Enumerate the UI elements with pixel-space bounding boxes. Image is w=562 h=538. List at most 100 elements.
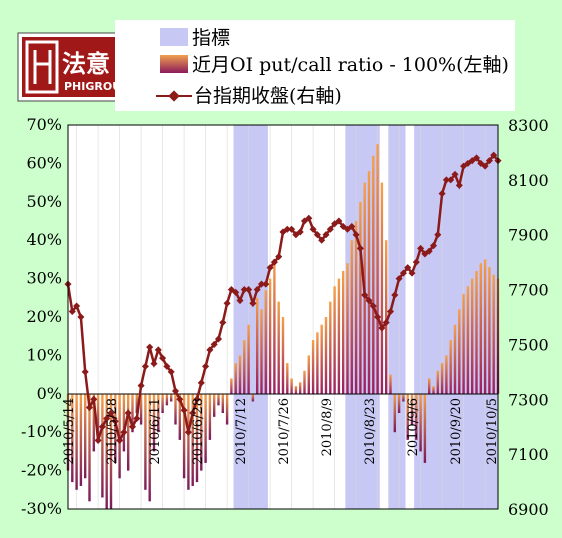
x-tick-label: 2010/5/28 <box>105 398 120 465</box>
ratio-bar <box>492 274 495 394</box>
ratio-bar <box>471 278 474 394</box>
left-tick-label: -30% <box>21 499 62 518</box>
close-point <box>266 264 274 272</box>
ratio-bar <box>71 393 74 483</box>
close-point <box>146 343 154 351</box>
close-point <box>77 313 85 321</box>
close-point <box>68 307 76 316</box>
close-point <box>111 417 119 425</box>
ratio-bar <box>475 270 478 394</box>
right-tick-label: 7900 <box>508 226 549 245</box>
close-point <box>382 318 390 327</box>
ratio-bar <box>423 393 427 463</box>
close-point <box>103 414 111 423</box>
ratio-bar <box>445 355 448 394</box>
ratio-bar <box>294 386 298 394</box>
close-point <box>481 162 489 170</box>
ratio-bar <box>359 201 362 394</box>
ratio-bar <box>234 363 237 394</box>
ratio-bar <box>144 393 147 490</box>
close-point <box>124 409 132 417</box>
close-point <box>128 423 137 431</box>
close-point <box>167 368 175 376</box>
ratio-bar <box>428 378 431 394</box>
close-point <box>472 154 481 162</box>
x-tick-label: 2010/10/5 <box>485 398 500 465</box>
ratio-bar <box>337 278 341 394</box>
ratio-bar <box>329 301 332 394</box>
ratio-bar <box>195 393 199 483</box>
close-point <box>107 409 115 417</box>
plot-border <box>67 124 499 510</box>
ratio-bar <box>462 293 465 394</box>
close-point <box>309 225 317 233</box>
ratio-bar <box>299 382 302 394</box>
close-point <box>163 362 171 370</box>
legend: 指標 近月OI put/call ratio - 100%(左軸) 台指期收盤(… <box>115 20 515 111</box>
ratio-bar <box>251 393 255 402</box>
close-line <box>64 151 502 444</box>
close-point <box>150 360 158 368</box>
close-point <box>417 244 425 252</box>
ratio-bar <box>264 290 267 394</box>
ratio-bar <box>88 393 91 502</box>
right-tick-label: 8100 <box>508 171 549 190</box>
close-point <box>305 214 313 222</box>
ratio-bar <box>152 393 156 452</box>
ratio-bar <box>187 393 190 490</box>
close-point <box>214 335 223 343</box>
ratio-bar <box>410 393 414 425</box>
close-point <box>447 176 455 184</box>
right-tick-label: 6900 <box>508 500 549 519</box>
right-tick-label: 7100 <box>508 445 549 464</box>
ratio-bar <box>268 278 272 394</box>
close-point <box>395 275 403 283</box>
close-point <box>210 340 218 348</box>
x-tick-label: 2010/8/23 <box>363 398 378 465</box>
ratio-bar <box>488 267 491 394</box>
close-point <box>408 269 416 277</box>
close-point <box>442 176 450 184</box>
ratio-bar <box>303 370 306 394</box>
close-point <box>120 428 128 436</box>
legend-item-shade: 指標 <box>192 27 230 49</box>
close-point <box>184 428 192 436</box>
close-point <box>429 242 438 250</box>
close-point <box>296 228 304 236</box>
ratio-bar <box>84 393 87 479</box>
close-point <box>425 247 433 255</box>
close-point <box>270 258 278 266</box>
logo-sub: PHIGROUP <box>64 80 129 93</box>
ratio-bar <box>290 378 293 394</box>
ratio-bar <box>243 340 246 394</box>
close-point <box>180 406 188 414</box>
close-point <box>313 231 321 239</box>
x-tick-label: 2010/8/9 <box>320 398 335 456</box>
close-point <box>189 409 197 417</box>
ratio-bar <box>324 317 328 394</box>
ratio-bar <box>213 393 216 417</box>
left-tick-label: 20% <box>26 307 62 326</box>
close-point <box>73 302 81 310</box>
ratio-bar <box>139 393 143 425</box>
ratio-bar <box>449 340 452 394</box>
close-point <box>171 387 180 395</box>
close-point <box>451 170 459 178</box>
x-tick-label: 2010/6/11 <box>148 398 163 465</box>
ratio-bar <box>333 286 336 394</box>
ratio-bar <box>380 182 384 394</box>
close-point <box>116 436 124 444</box>
ratio-bar <box>217 393 220 406</box>
close-point <box>335 217 343 225</box>
ratio-bar <box>75 393 78 490</box>
close-point <box>369 302 377 310</box>
left-tick-label: 60% <box>26 153 62 172</box>
ratio-bar <box>346 263 349 394</box>
close-point <box>348 222 356 231</box>
close-point <box>154 346 162 354</box>
close-point <box>399 269 407 277</box>
ratio-bar <box>277 301 280 394</box>
close-point <box>85 403 94 412</box>
close-point <box>197 379 205 387</box>
